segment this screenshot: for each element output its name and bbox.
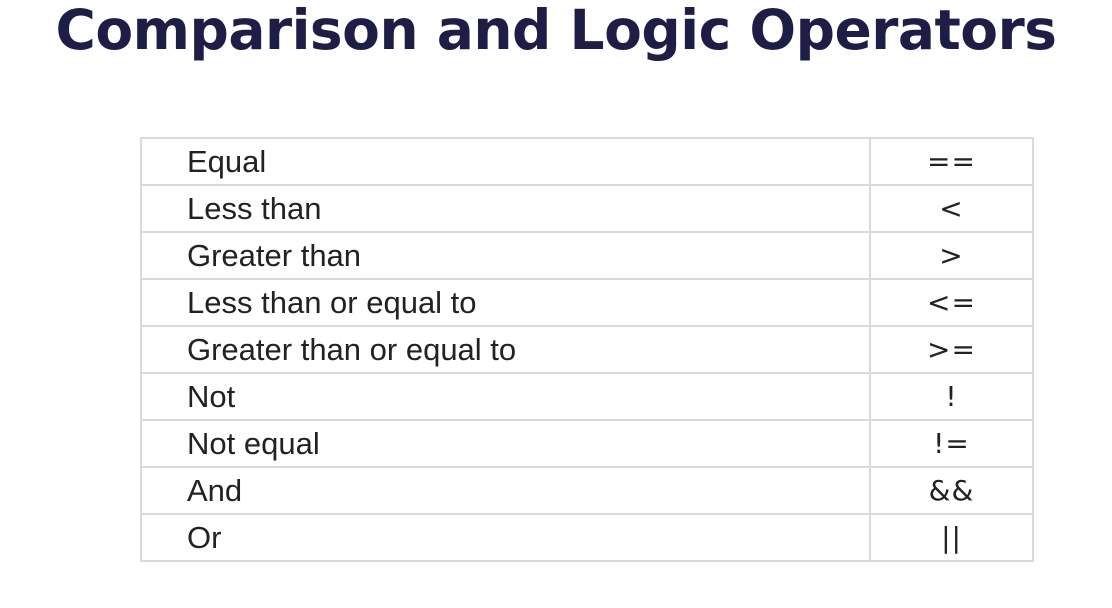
operator-symbol: > xyxy=(869,231,1034,280)
page-title: Comparison and Logic Operators xyxy=(55,0,1057,62)
table-row: Or || xyxy=(140,513,1034,562)
operator-name: Not equal xyxy=(140,419,871,468)
table-row: Not ! xyxy=(140,372,1034,421)
operator-name: Or xyxy=(140,513,871,562)
operator-symbol: >= xyxy=(869,325,1034,374)
table-row: Less than or equal to <= xyxy=(140,278,1034,327)
operator-name: Greater than xyxy=(140,231,871,280)
operator-symbol: || xyxy=(869,513,1034,562)
operator-name: Not xyxy=(140,372,871,421)
operator-name: Less than xyxy=(140,184,871,233)
operator-symbol: == xyxy=(869,137,1034,186)
operator-name: Greater than or equal to xyxy=(140,325,871,374)
table-row: Less than < xyxy=(140,184,1034,233)
table-row: Not equal != xyxy=(140,419,1034,468)
operator-symbol: <= xyxy=(869,278,1034,327)
operator-name: Less than or equal to xyxy=(140,278,871,327)
table-row: Greater than or equal to >= xyxy=(140,325,1034,374)
operator-symbol: < xyxy=(869,184,1034,233)
operators-table: Equal == Less than < Greater than > Less… xyxy=(140,137,1034,562)
operator-name: And xyxy=(140,466,871,515)
table-row: Equal == xyxy=(140,137,1034,186)
table-row: Greater than > xyxy=(140,231,1034,280)
operator-name: Equal xyxy=(140,137,871,186)
operator-symbol: && xyxy=(869,466,1034,515)
operator-symbol: != xyxy=(869,419,1034,468)
operator-symbol: ! xyxy=(869,372,1034,421)
table-row: And && xyxy=(140,466,1034,515)
